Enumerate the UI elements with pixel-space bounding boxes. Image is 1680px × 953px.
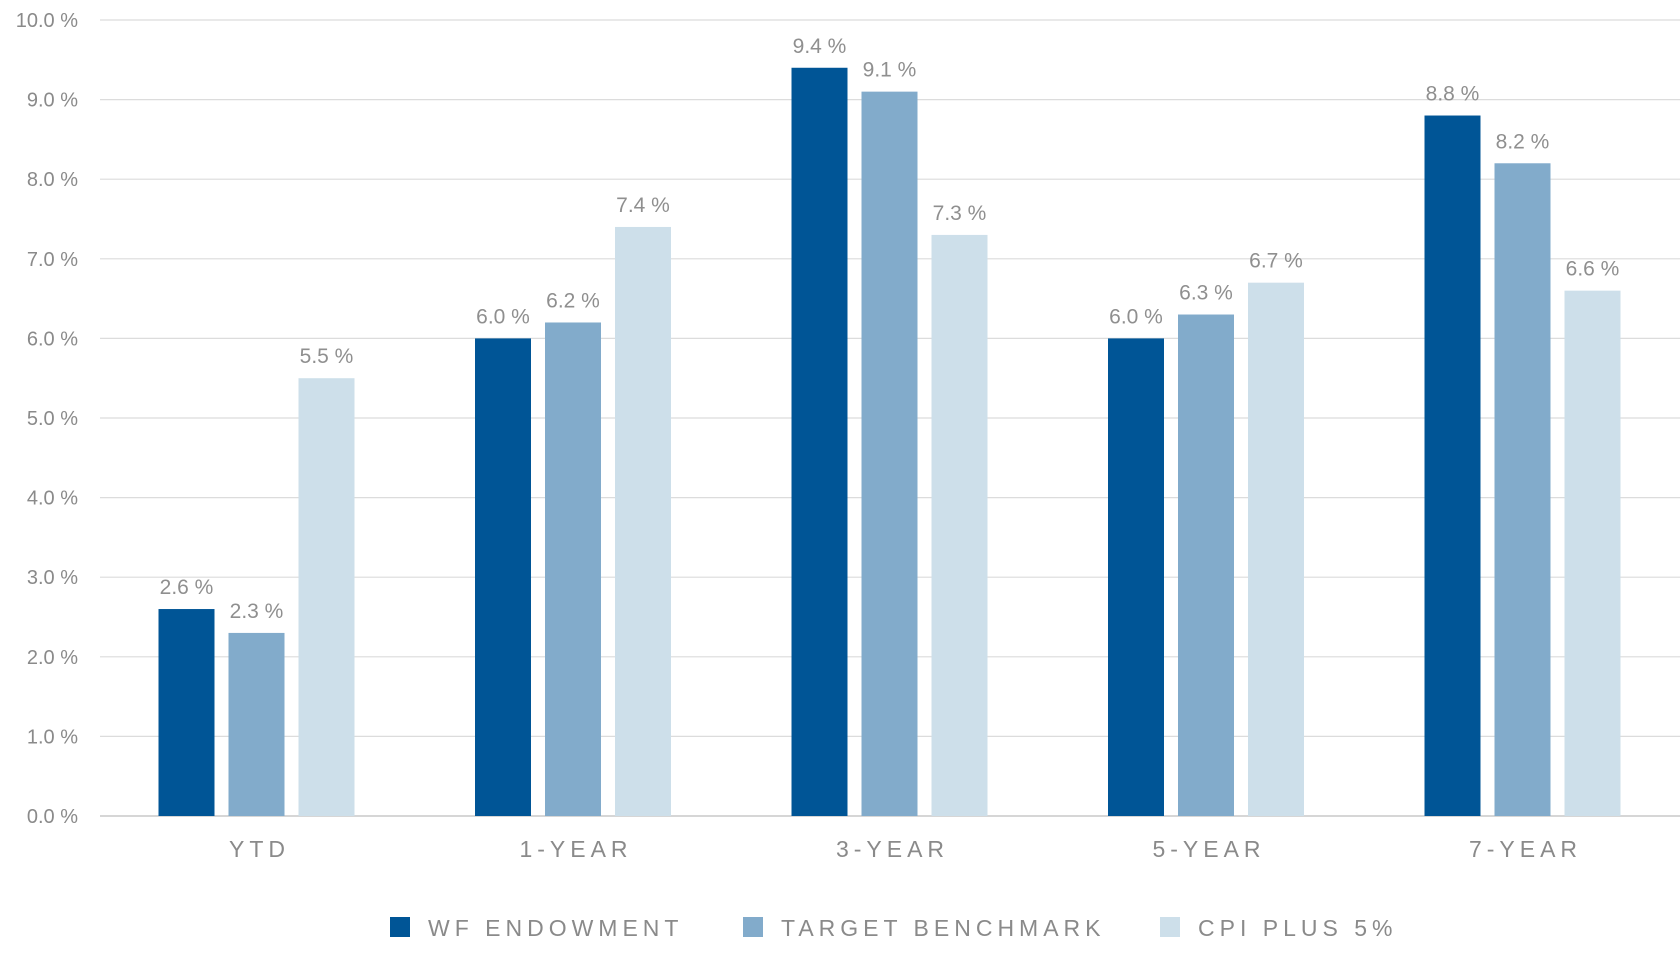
bar — [1248, 282, 1304, 816]
y-tick-label: 5.0 % — [27, 408, 78, 430]
bar — [1564, 290, 1621, 816]
data-label: 6.2 % — [546, 289, 600, 312]
y-tick-label: 8.0 % — [27, 169, 78, 191]
bar — [1178, 314, 1234, 816]
y-tick-label: 1.0 % — [27, 726, 78, 748]
bar — [615, 226, 671, 816]
bar — [1424, 115, 1481, 816]
x-tick-label: 3-YEAR — [836, 836, 949, 862]
bar — [158, 609, 215, 816]
y-tick-label: 9.0 % — [27, 90, 78, 112]
data-label: 7.4 % — [616, 194, 670, 217]
y-tick-label: 3.0 % — [27, 567, 78, 589]
bar — [298, 378, 355, 816]
data-label: 6.7 % — [1249, 250, 1303, 273]
data-label: 9.4 % — [793, 35, 847, 58]
y-tick-label: 7.0 % — [27, 249, 78, 271]
legend-label: TARGET BENCHMARK — [781, 915, 1106, 941]
y-tick-label: 6.0 % — [27, 328, 78, 350]
data-label: 9.1 % — [863, 59, 917, 82]
data-label: 6.3 % — [1179, 282, 1233, 305]
legend-swatch — [390, 917, 410, 937]
x-tick-label: 1-YEAR — [519, 836, 632, 862]
y-tick-label: 0.0 % — [27, 806, 78, 828]
x-tick-label: 5-YEAR — [1152, 836, 1265, 862]
legend: WF ENDOWMENT TARGET BENCHMARK CPI PLUS 5% — [390, 915, 1397, 941]
bar — [545, 322, 601, 816]
bar — [791, 67, 848, 816]
data-label: 5.5 % — [300, 345, 354, 368]
x-tick-label: YTD — [229, 836, 290, 862]
y-tick-label: 10.0 % — [16, 10, 78, 32]
legend-swatch — [1160, 917, 1180, 937]
data-label: 6.6 % — [1566, 258, 1620, 281]
data-label: 2.6 % — [160, 576, 214, 599]
legend-label: CPI PLUS 5% — [1198, 915, 1397, 941]
x-tick-label: 7-YEAR — [1469, 836, 1582, 862]
legend-swatch — [743, 917, 763, 937]
bar — [1494, 163, 1551, 816]
data-label: 6.0 % — [476, 305, 530, 328]
bar — [931, 234, 988, 817]
y-tick-label: 4.0 % — [27, 488, 78, 510]
bar — [861, 91, 918, 816]
bar — [228, 632, 285, 816]
x-axis: YTD 1-YEAR 3-YEAR 5-YEAR 7-YEAR — [229, 836, 1582, 862]
bar — [475, 338, 531, 816]
bars — [158, 67, 1621, 817]
data-label: 8.2 % — [1496, 130, 1550, 153]
y-axis: 0.0 % 1.0 % 2.0 % 3.0 % 4.0 % 5.0 % 6.0 % 7.0 %… — [16, 10, 78, 828]
data-labels: 2.6 % 2.3 % 5.5 % 6.0 % 6.2 % 7.4 % 9.4 % 9.1 %… — [160, 35, 1620, 623]
data-label: 6.0 % — [1109, 305, 1163, 328]
data-label: 8.8 % — [1426, 83, 1480, 106]
data-label: 2.3 % — [230, 600, 284, 623]
bar — [1108, 338, 1164, 816]
data-label: 7.3 % — [933, 202, 987, 225]
y-tick-label: 2.0 % — [27, 647, 78, 669]
legend-label: WF ENDOWMENT — [428, 915, 683, 941]
